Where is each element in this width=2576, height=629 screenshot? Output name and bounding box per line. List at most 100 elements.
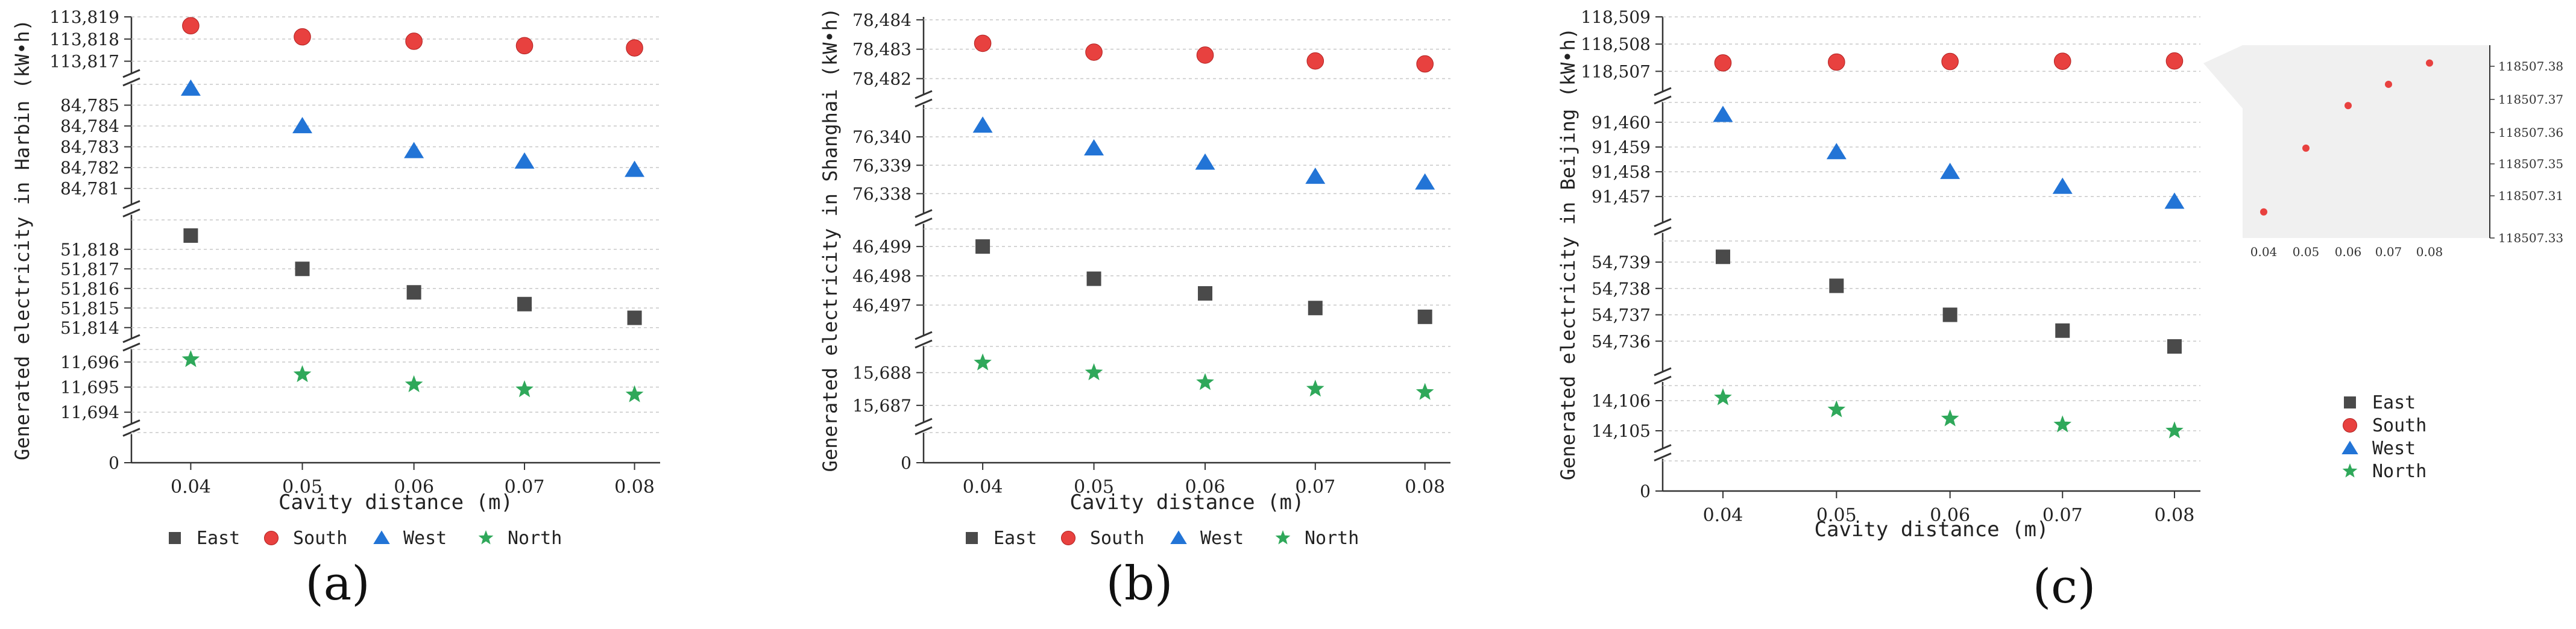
marker-west bbox=[2052, 177, 2073, 194]
axis-segment-3: 54,736 54,737 54,738 54,739 bbox=[1592, 240, 2200, 354]
axis-segment-2: 91,457 91,458 91,459 91,460 bbox=[1592, 102, 2200, 209]
marker-west bbox=[2341, 440, 2358, 454]
x-tick-label: 0.06 bbox=[394, 477, 434, 498]
x-tick-label: 0.08 bbox=[614, 477, 655, 498]
marker-south bbox=[1085, 43, 1103, 61]
y-tick-label: 91,459 bbox=[1592, 137, 1651, 157]
legend-label: East bbox=[197, 528, 240, 549]
marker-south bbox=[1416, 55, 1434, 73]
legend-label: East bbox=[994, 528, 1037, 549]
marker-south bbox=[515, 37, 534, 55]
y-tick-label: 0 bbox=[901, 453, 912, 473]
marker-north bbox=[515, 380, 534, 398]
legend-label: North bbox=[508, 528, 562, 549]
marker-north bbox=[1941, 409, 1959, 427]
marker-west bbox=[1940, 163, 1960, 180]
axis-segment-5: 0 bbox=[901, 432, 1450, 473]
axis-segment-5: 0 bbox=[1640, 460, 2200, 501]
x-tick-label: 0.07 bbox=[505, 477, 545, 498]
x-tick-label: 0.06 bbox=[1185, 477, 1226, 498]
marker-south bbox=[2053, 52, 2071, 70]
axis-segment-1: 113,817 113,818 113,819 bbox=[49, 7, 660, 72]
marker-north bbox=[1196, 373, 1214, 390]
inset-connector bbox=[2203, 45, 2243, 108]
y-tick-label: 78,484 bbox=[852, 10, 912, 30]
marker-east bbox=[183, 228, 198, 243]
marker-west bbox=[1084, 139, 1104, 155]
x-tick-label: 0.07 bbox=[1295, 477, 1335, 498]
axis-segment-3: 46,497 46,498 46,499 bbox=[852, 228, 1450, 324]
marker-north bbox=[1827, 400, 1846, 418]
y-tick-label: 46,499 bbox=[852, 237, 912, 257]
marker-west bbox=[625, 160, 645, 177]
panel-label: (a) bbox=[305, 557, 370, 611]
marker-east bbox=[975, 239, 990, 254]
inset-marker-south bbox=[2302, 144, 2310, 152]
axis-break bbox=[1654, 218, 1672, 236]
marker-east bbox=[169, 532, 181, 544]
marker-south bbox=[1196, 46, 1214, 64]
axis-break bbox=[915, 90, 933, 108]
legend-label: South bbox=[293, 528, 347, 549]
axis-segment-4: 15,687 15,688 bbox=[852, 346, 1450, 416]
y-tick-label: 118,507 bbox=[1581, 61, 1651, 81]
y-tick-label: 113,819 bbox=[49, 7, 119, 27]
y-tick-label: 0 bbox=[1640, 481, 1651, 501]
x-axis-label: Cavity distance (m) bbox=[1070, 490, 1305, 515]
y-tick-label: 78,483 bbox=[852, 40, 912, 60]
y-tick-label: 0 bbox=[109, 453, 119, 473]
marker-west bbox=[404, 142, 424, 158]
y-tick-label: 14,106 bbox=[1592, 391, 1651, 411]
marker-east bbox=[1417, 309, 1432, 324]
axis-segment-4: 14,105 14,106 bbox=[1592, 385, 2200, 441]
inset-marker-south bbox=[2426, 59, 2433, 67]
y-tick-label: 14,105 bbox=[1592, 421, 1651, 441]
legend-label: West bbox=[2372, 438, 2416, 459]
y-tick-label: 84,785 bbox=[60, 96, 119, 116]
marker-south bbox=[2343, 418, 2357, 433]
zoom-inset: 118507.33 118507.38 118507.37 118507.36 1185… bbox=[2203, 45, 2563, 259]
y-tick-label: 51,814 bbox=[60, 318, 119, 338]
y-tick-label: 91,458 bbox=[1592, 162, 1651, 182]
marker-east bbox=[2344, 396, 2356, 408]
marker-south bbox=[182, 17, 200, 35]
x-axis-label: Cavity distance (m) bbox=[279, 490, 513, 515]
y-tick-label: 11,695 bbox=[60, 378, 119, 398]
marker-south bbox=[1828, 53, 1845, 71]
inset-marker-south bbox=[2260, 208, 2267, 216]
y-tick-label: 76,339 bbox=[852, 155, 912, 175]
y-tick-label: 118,508 bbox=[1581, 34, 1651, 54]
axis-break bbox=[122, 334, 140, 352]
marker-north bbox=[2342, 463, 2358, 478]
axis-break bbox=[915, 331, 933, 349]
inset-marker-south bbox=[2385, 80, 2392, 88]
x-tick-label: 0.05 bbox=[1074, 477, 1114, 498]
axis-break bbox=[915, 209, 933, 227]
marker-east bbox=[2167, 339, 2182, 354]
marker-west bbox=[292, 117, 313, 134]
y-tick-label: 51,816 bbox=[60, 279, 119, 299]
marker-south bbox=[1941, 52, 1959, 70]
y-tick-label: 118,509 bbox=[1581, 7, 1651, 27]
x-tick-label: 0.06 bbox=[1930, 505, 1970, 526]
marker-west bbox=[1195, 153, 1215, 170]
y-tick-label: 84,783 bbox=[60, 137, 119, 157]
inset-x-tick-label: 0.04 bbox=[2250, 245, 2278, 259]
y-tick-label: 113,818 bbox=[49, 30, 119, 49]
marker-east bbox=[1086, 271, 1101, 286]
marker-south bbox=[405, 33, 423, 50]
marker-north bbox=[974, 353, 992, 371]
inset-y-tick-label: 118507.38 bbox=[2498, 59, 2563, 74]
marker-east bbox=[517, 296, 532, 311]
y-tick-label: 46,497 bbox=[852, 295, 912, 315]
axis-break bbox=[915, 418, 933, 436]
x-tick-label: 0.05 bbox=[1816, 505, 1857, 526]
marker-west bbox=[180, 79, 201, 96]
inset-y-tick-label: 118507.35 bbox=[2498, 157, 2563, 171]
marker-south bbox=[264, 531, 279, 545]
inset-x-tick-label: 0.06 bbox=[2335, 245, 2362, 259]
axis-break bbox=[1654, 367, 1672, 385]
